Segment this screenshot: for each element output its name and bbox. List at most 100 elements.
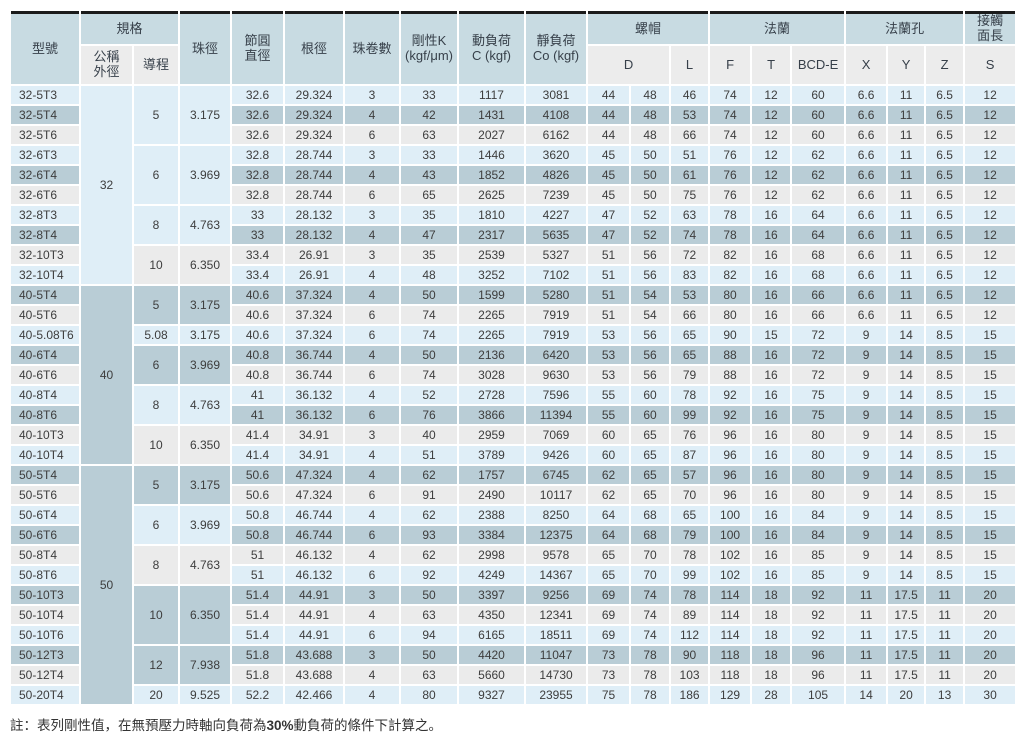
value-cell: 68 — [631, 506, 670, 524]
value-cell: 11 — [888, 206, 925, 224]
value-cell: 11 — [926, 586, 964, 604]
value-cell: 78 — [631, 686, 670, 704]
value-cell: 3028 — [459, 366, 525, 384]
value-cell: 44 — [588, 126, 630, 144]
ball-diameter-cell: 3.175 — [180, 326, 231, 344]
table-row: 32-10T4 33.4 26.91 4 48 3252 7102 51 56 83 82 16 68 6… — [11, 266, 1016, 284]
value-cell: 12 — [965, 246, 1016, 264]
table-row: 32-5T6 32.6 29.324 6 63 2027 6162 44 48 66 74 12 60 6… — [11, 126, 1016, 144]
value-cell: 62 — [588, 486, 630, 504]
value-cell: 6 — [345, 526, 400, 544]
value-cell: 15 — [752, 326, 791, 344]
value-cell: 12 — [752, 146, 791, 164]
value-cell: 12 — [752, 126, 791, 144]
value-cell: 11 — [926, 606, 964, 624]
value-cell: 15 — [965, 546, 1016, 564]
value-cell: 9327 — [459, 686, 525, 704]
value-cell: 29.324 — [285, 106, 344, 124]
value-cell: 18511 — [526, 626, 587, 644]
value-cell: 6 — [345, 306, 400, 324]
value-cell: 33.4 — [232, 246, 284, 264]
value-cell: 96 — [710, 466, 751, 484]
value-cell: 74 — [710, 86, 751, 104]
value-cell: 80 — [792, 486, 845, 504]
value-cell: 35 — [401, 246, 458, 264]
value-cell: 44 — [588, 86, 630, 104]
value-cell: 82 — [710, 246, 751, 264]
ball-diameter-cell: 3.175 — [180, 86, 231, 144]
value-cell: 114 — [710, 606, 751, 624]
value-cell: 6.6 — [846, 86, 887, 104]
value-cell: 42 — [401, 106, 458, 124]
value-cell: 2625 — [459, 186, 525, 204]
value-cell: 8.5 — [926, 466, 964, 484]
value-cell: 6 — [345, 366, 400, 384]
lead-cell: 5 — [134, 286, 179, 324]
value-cell: 9 — [846, 506, 887, 524]
value-cell: 4108 — [526, 106, 587, 124]
value-cell: 16 — [752, 526, 791, 544]
value-cell: 51.4 — [232, 586, 284, 604]
value-cell: 2027 — [459, 126, 525, 144]
value-cell: 14 — [888, 466, 925, 484]
value-cell: 12375 — [526, 526, 587, 544]
value-cell: 65 — [631, 446, 670, 464]
value-cell: 11 — [888, 286, 925, 304]
value-cell: 62 — [401, 546, 458, 564]
value-cell: 15 — [965, 466, 1016, 484]
value-cell: 12 — [965, 186, 1016, 204]
value-cell: 76 — [710, 146, 751, 164]
value-cell: 43 — [401, 166, 458, 184]
value-cell: 11 — [846, 586, 887, 604]
value-cell: 15 — [965, 366, 1016, 384]
table-row: 40-10T4 41.4 34.91 4 51 3789 9426 60 65 87 96 16 80 9… — [11, 446, 1016, 464]
model-cell: 32-8T4 — [11, 226, 79, 244]
value-cell: 6 — [345, 126, 400, 144]
value-cell: 6 — [345, 326, 400, 344]
value-cell: 8.5 — [926, 446, 964, 464]
value-cell: 14 — [888, 326, 925, 344]
value-cell: 33.4 — [232, 266, 284, 284]
value-cell: 96 — [710, 486, 751, 504]
value-cell: 6162 — [526, 126, 587, 144]
value-cell: 4 — [345, 286, 400, 304]
value-cell: 48 — [401, 266, 458, 284]
value-cell: 62 — [588, 466, 630, 484]
ball-diameter-cell: 4.763 — [180, 206, 231, 244]
value-cell: 64 — [588, 526, 630, 544]
lead-cell: 8 — [134, 206, 179, 244]
table-row: 50-8T4 8 4.763 51 46.132 4 62 2998 9578 65 70 78 102… — [11, 546, 1016, 584]
value-cell: 74 — [710, 106, 751, 124]
value-cell: 51 — [401, 446, 458, 464]
value-cell: 64 — [792, 226, 845, 244]
value-cell: 50 — [401, 346, 458, 364]
value-cell: 14 — [888, 446, 925, 464]
value-cell: 53 — [588, 326, 630, 344]
value-cell: 11 — [888, 146, 925, 164]
value-cell: 75 — [588, 686, 630, 704]
value-cell: 92 — [401, 566, 458, 584]
header-nominal-outer-diameter: 公稱 外徑 — [81, 46, 132, 84]
value-cell: 14 — [846, 686, 887, 704]
value-cell: 16 — [752, 246, 791, 264]
value-cell: 99 — [671, 566, 709, 584]
value-cell: 3397 — [459, 586, 525, 604]
value-cell: 44.91 — [285, 626, 344, 644]
value-cell: 3 — [345, 146, 400, 164]
value-cell: 72 — [671, 246, 709, 264]
value-cell: 70 — [631, 546, 670, 564]
value-cell: 100 — [710, 526, 751, 544]
value-cell: 40 — [401, 426, 458, 444]
value-cell: 14 — [888, 526, 925, 544]
value-cell: 46.744 — [285, 506, 344, 524]
value-cell: 8.5 — [926, 526, 964, 544]
ballscrew-spec-table: 型號 規格 珠徑 節圓 直徑 根徑 珠卷數 剛性K (kgf/μm) 動負荷 C… — [9, 9, 1018, 706]
value-cell: 17.5 — [888, 606, 925, 624]
outer-diameter-cell: 40 — [81, 286, 132, 464]
value-cell: 15 — [965, 426, 1016, 444]
value-cell: 51 — [588, 306, 630, 324]
value-cell: 56 — [631, 366, 670, 384]
value-cell: 34.91 — [285, 446, 344, 464]
value-cell: 11 — [888, 226, 925, 244]
table-row: 50-5T4 50 5 3.175 50.6 47.324 4 62 1757 6745 62 65 5… — [11, 466, 1016, 704]
